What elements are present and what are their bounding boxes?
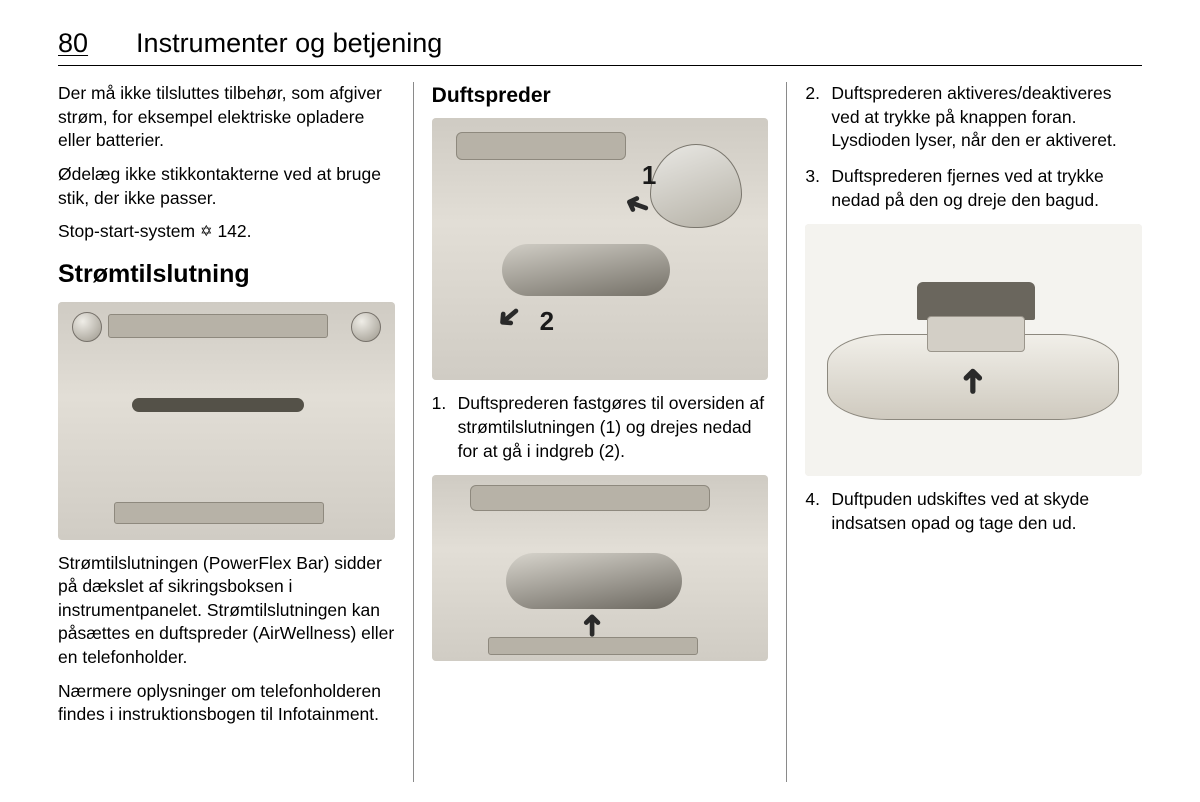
column-2: Duftspreder 1 ➜ ➜ 2 Duftsprederen fastgø…	[418, 82, 783, 782]
step-text: Duftsprederen fjernes ved at trykke neda…	[831, 166, 1103, 210]
list-item: Duftpuden udskiftes ved at skyde indsats…	[805, 488, 1142, 535]
body-paragraph: Stop-start-system ✡︎ 142.	[58, 220, 395, 244]
list-item: Duftsprederen aktiveres/deaktiveres ved …	[805, 82, 1142, 153]
page-number: 80	[58, 28, 88, 59]
step-list: Duftsprederen fastgøres til oversiden af…	[432, 392, 769, 463]
xref-arrow-icon: ✡︎	[200, 222, 213, 242]
callout-2: 2	[540, 304, 554, 339]
figure-diffuser-refill: ➜	[805, 224, 1142, 476]
figure-diffuser-press: ➜	[432, 475, 769, 661]
list-item: Duftsprederen fastgøres til oversiden af…	[432, 392, 769, 463]
column-3: Duftsprederen aktiveres/deaktiveres ved …	[791, 82, 1142, 782]
step-text: Duftpuden udskiftes ved at skyde indsats…	[831, 489, 1089, 533]
step-text: Duftsprederen aktiveres/deaktiveres ved …	[831, 83, 1116, 150]
arrow-up-icon: ➜	[572, 613, 613, 638]
content-columns: Der må ikke tilsluttes tilbehør, som afg…	[58, 82, 1142, 782]
step-text: Duftsprederen fastgøres til oversiden af…	[458, 393, 764, 460]
figure-power-bar	[58, 302, 395, 540]
xref-page: 142.	[217, 221, 251, 241]
step-list: Duftpuden udskiftes ved at skyde indsats…	[805, 488, 1142, 535]
step-list: Duftsprederen aktiveres/deaktiveres ved …	[805, 82, 1142, 212]
body-paragraph: Nærmere oplysninger om telefonholderen f…	[58, 680, 395, 727]
arrow-up-icon: ➜	[951, 367, 997, 396]
column-separator	[786, 82, 787, 782]
figure-diffuser-attach: 1 ➜ ➜ 2	[432, 118, 769, 380]
column-1: Der må ikke tilsluttes tilbehør, som afg…	[58, 82, 409, 782]
column-separator	[413, 82, 414, 782]
subsection-heading: Duftspreder	[432, 82, 769, 110]
chapter-title: Instrumenter og betjening	[136, 28, 442, 59]
body-paragraph: Ødelæg ikke stikkontakterne ved at bruge…	[58, 163, 395, 210]
body-paragraph: Der må ikke tilsluttes tilbehør, som afg…	[58, 82, 395, 153]
xref-text: Stop-start-system	[58, 221, 200, 241]
page-header: 80 Instrumenter og betjening	[58, 28, 1142, 66]
body-paragraph: Strømtilslutningen (PowerFlex Bar) sidde…	[58, 552, 395, 670]
list-item: Duftsprederen fjernes ved at trykke neda…	[805, 165, 1142, 212]
section-heading: Strømtilslutning	[58, 258, 395, 292]
